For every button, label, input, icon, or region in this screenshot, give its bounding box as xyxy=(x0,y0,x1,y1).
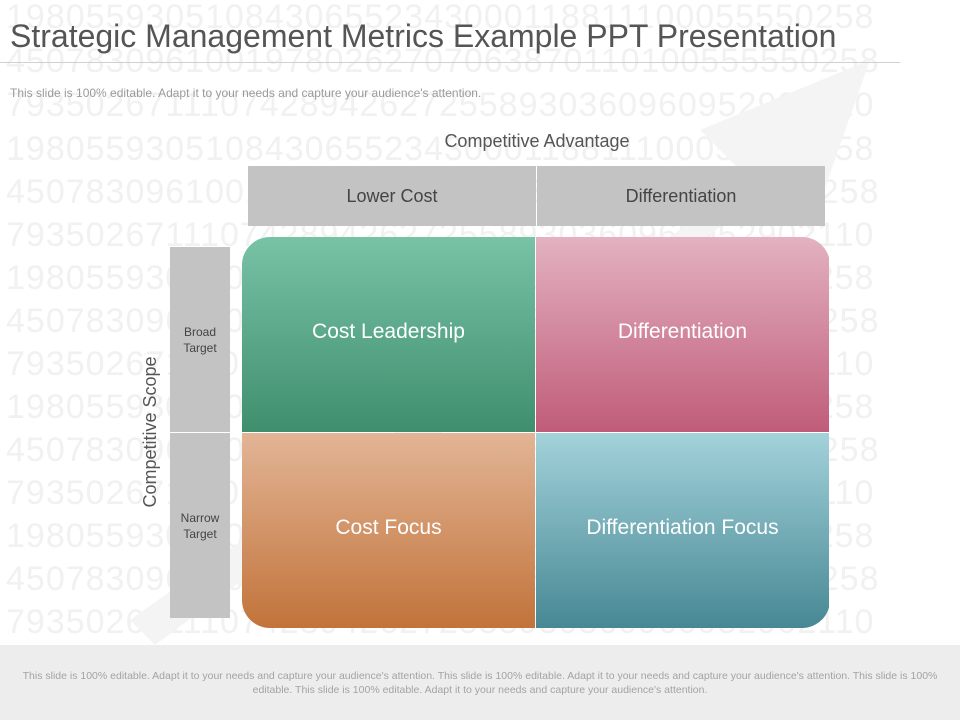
y-axis-label: Competitive Scope xyxy=(140,356,160,508)
page-title: Strategic Management Metrics Example PPT… xyxy=(10,18,837,54)
cell-differentiation-focus: Differentiation Focus xyxy=(536,433,829,628)
row-header-narrow-target: Narrow Target xyxy=(170,433,230,618)
strategy-matrix: Cost Leadership Differentiation Cost Foc… xyxy=(242,237,830,628)
footer-band: This slide is 100% editable. Adapt it to… xyxy=(0,645,960,720)
footer-text: This slide is 100% editable. Adapt it to… xyxy=(22,670,938,696)
title-divider xyxy=(0,62,900,63)
x-axis-label: Competitive Advantage xyxy=(444,131,630,151)
column-header-lower-cost: Lower Cost xyxy=(248,166,536,226)
column-header-differentiation: Differentiation xyxy=(537,166,825,226)
cell-differentiation: Differentiation xyxy=(536,237,829,432)
cell-cost-focus: Cost Focus xyxy=(242,433,535,628)
page-subtitle: This slide is 100% editable. Adapt it to… xyxy=(10,86,482,100)
cell-cost-leadership: Cost Leadership xyxy=(242,237,535,432)
row-header-broad-target: Broad Target xyxy=(170,247,230,432)
